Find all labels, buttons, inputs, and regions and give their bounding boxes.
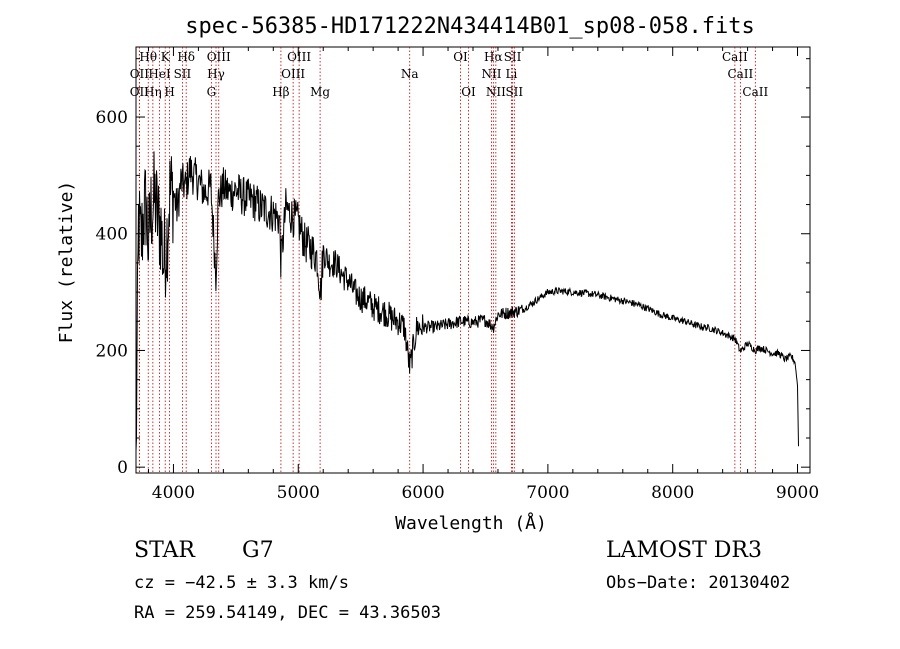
y-axis-label: Flux (relative): [56, 181, 77, 344]
spectral-line-label: NII: [486, 85, 506, 99]
spectral-line-label: OI: [461, 85, 476, 99]
spectral-line-label: SII: [504, 50, 522, 64]
x-tick-label: 7000: [526, 483, 569, 503]
spectral-line-label: OII: [130, 67, 150, 81]
redshift-velocity: cz = −42.5 ± 3.3 km/s: [134, 573, 349, 593]
spectral-line-label: Hα: [484, 50, 503, 64]
x-tick-label: 4000: [152, 483, 195, 503]
spectral-line-label: OI: [453, 50, 468, 64]
survey-name: LAMOST DR3: [606, 538, 762, 563]
spectral-line-label: K: [161, 50, 171, 64]
plot-frame: [135, 46, 811, 474]
x-tick-label: 8000: [651, 483, 694, 503]
object-subclass: G7: [242, 538, 274, 563]
spectral-line-label: H: [164, 85, 174, 99]
observation-date: Obs−Date: 20130402: [606, 573, 791, 593]
spectral-line-label: Hβ: [272, 85, 289, 99]
spectral-line-label: NII: [481, 67, 501, 81]
spectral-line-label: Hη: [144, 85, 162, 99]
flux-series-line: [135, 151, 799, 451]
spectral-line-label: SII: [505, 85, 523, 99]
axis-ticks: 4000 5000 6000 7000 8000 9000 0 200 400 600: [96, 47, 819, 503]
spectral-line-label: Na: [401, 67, 419, 81]
spectral-line-label: CaII: [722, 50, 748, 64]
x-tick-label: 6000: [401, 483, 444, 503]
spectral-line-label: OII: [130, 85, 150, 99]
y-tick-label: 0: [117, 458, 128, 478]
y-tick-label: 200: [96, 341, 128, 361]
spectral-line-label: Hθ: [139, 50, 157, 64]
coordinates: RA = 259.54149, DEC = 43.36503: [134, 603, 442, 623]
series-group: [135, 151, 799, 451]
chart-title: spec-56385-HD171222N434414B01_sp08-058.f…: [185, 14, 755, 39]
spectral-line-label: OIII: [281, 67, 305, 81]
spectral-line-label: Hδ: [177, 50, 195, 64]
spectral-line-label: SII: [174, 67, 192, 81]
x-tick-label: 5000: [277, 483, 320, 503]
y-tick-label: 400: [96, 225, 128, 245]
spectral-line-label: CaII: [742, 85, 768, 99]
y-tick-label: 600: [96, 108, 128, 128]
spectral-line-label: Hγ: [207, 67, 225, 81]
x-tick-label: 9000: [776, 483, 819, 503]
x-axis-label: Wavelength (Å): [395, 512, 547, 534]
spectral-line-label: Li: [506, 67, 518, 81]
spectral-line-label: Mg: [310, 85, 330, 99]
spectral-line-label: OIII: [287, 50, 311, 64]
spectral-line-label: HeI: [148, 67, 171, 81]
object-class: STAR: [134, 538, 195, 563]
spectral-line-label: OIII: [207, 50, 231, 64]
spectral-line-label: G: [207, 85, 217, 99]
spectral-line-label: CaII: [727, 67, 753, 81]
